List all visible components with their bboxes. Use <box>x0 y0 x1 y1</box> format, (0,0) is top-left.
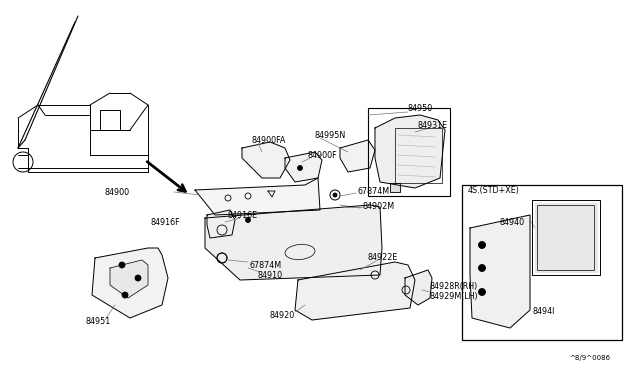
Bar <box>532 200 600 275</box>
Polygon shape <box>205 205 382 280</box>
Polygon shape <box>375 115 445 188</box>
Bar <box>368 108 450 196</box>
Text: 84900F: 84900F <box>308 151 338 160</box>
Circle shape <box>122 292 128 298</box>
Circle shape <box>479 241 486 248</box>
Polygon shape <box>242 142 290 178</box>
Bar <box>462 185 622 340</box>
Polygon shape <box>207 210 235 238</box>
Circle shape <box>119 262 125 268</box>
Polygon shape <box>110 260 148 298</box>
Text: 84995N: 84995N <box>315 131 346 140</box>
Text: 84940: 84940 <box>500 218 525 227</box>
Polygon shape <box>285 152 322 182</box>
Text: 84900: 84900 <box>105 187 130 196</box>
Text: 84916E: 84916E <box>228 211 258 219</box>
Circle shape <box>246 218 250 222</box>
Text: 4S.(STD+XE): 4S.(STD+XE) <box>468 186 520 195</box>
Text: 84916F: 84916F <box>150 218 180 227</box>
Text: ^8/9^0086: ^8/9^0086 <box>569 355 610 361</box>
Text: 84902M: 84902M <box>363 202 395 211</box>
Circle shape <box>479 289 486 295</box>
Circle shape <box>298 166 303 170</box>
Circle shape <box>479 264 486 272</box>
Circle shape <box>135 275 141 281</box>
Text: 84900FA: 84900FA <box>252 135 286 144</box>
Text: 67874M: 67874M <box>250 260 282 269</box>
Text: 84929M(LH): 84929M(LH) <box>430 292 479 301</box>
Text: 84931E: 84931E <box>418 121 448 129</box>
Text: 84950: 84950 <box>408 103 433 112</box>
Bar <box>537 205 594 270</box>
Polygon shape <box>470 215 530 328</box>
Polygon shape <box>195 178 320 215</box>
Circle shape <box>333 193 337 197</box>
Polygon shape <box>92 248 168 318</box>
Text: 84951: 84951 <box>85 317 110 327</box>
Polygon shape <box>295 262 415 320</box>
Text: 84910: 84910 <box>258 270 283 279</box>
Text: 84928R(RH): 84928R(RH) <box>430 282 478 292</box>
Polygon shape <box>535 203 597 272</box>
Text: 84920: 84920 <box>270 311 295 320</box>
Polygon shape <box>405 270 432 305</box>
Polygon shape <box>340 140 375 172</box>
Text: 8494l: 8494l <box>533 308 556 317</box>
Polygon shape <box>390 183 400 192</box>
Text: 84922E: 84922E <box>368 253 398 262</box>
Text: 67874M: 67874M <box>358 186 390 196</box>
Bar <box>395 128 442 183</box>
